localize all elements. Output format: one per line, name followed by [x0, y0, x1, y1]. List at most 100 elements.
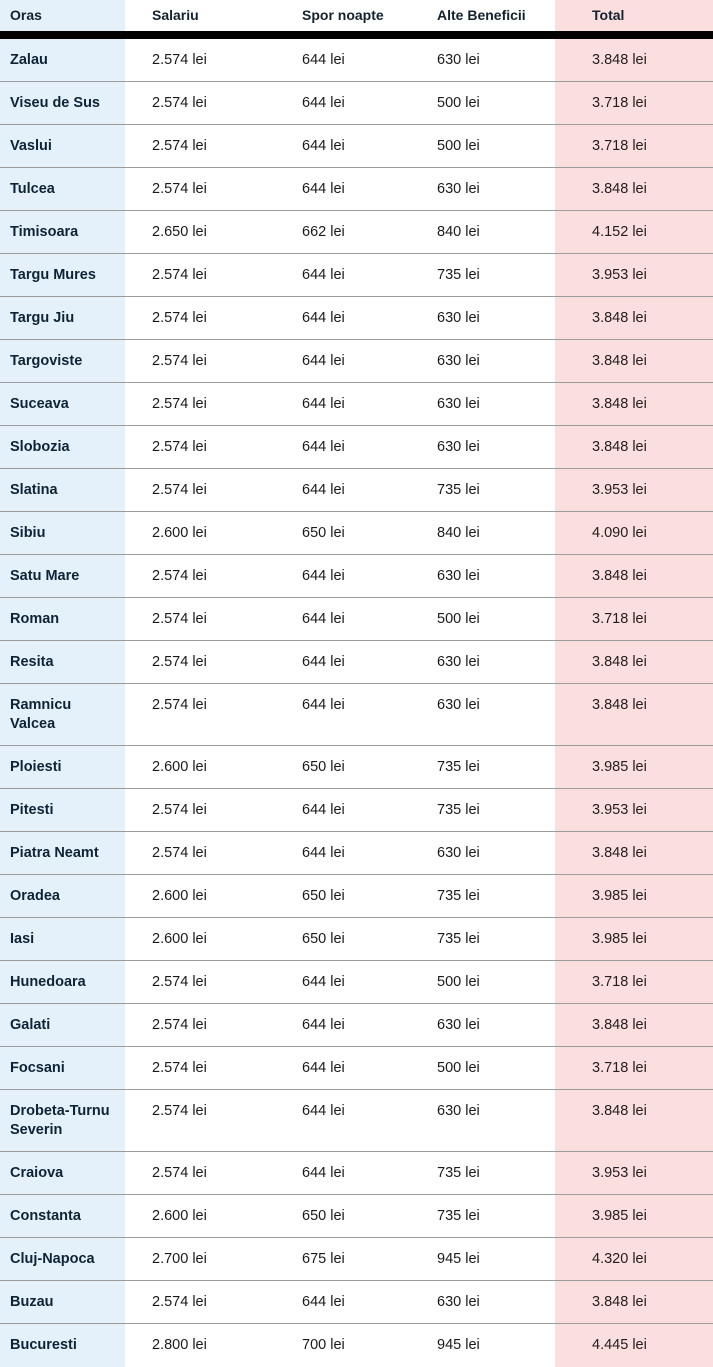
table-row: Ploiesti 2.600 lei 650 lei 735 lei 3.985…	[0, 746, 713, 789]
spor-noapte-cell: 644 lei	[302, 482, 345, 498]
salariu-cell: 2.574 lei	[152, 52, 207, 68]
alte-beneficii-cell: 945 lei	[437, 1337, 480, 1353]
spor-noapte-cell: 644 lei	[302, 267, 345, 283]
total-cell: 3.848 lei	[555, 1004, 713, 1046]
total-cell: 3.718 lei	[555, 598, 713, 640]
total-cell: 3.985 lei	[555, 918, 713, 960]
alte-beneficii-cell: 735 lei	[437, 759, 480, 775]
total-cell: 3.718 lei	[555, 125, 713, 167]
spor-noapte-cell: 650 lei	[302, 525, 345, 541]
spor-noapte-cell: 650 lei	[302, 759, 345, 775]
alte-beneficii-cell: 500 lei	[437, 1060, 480, 1076]
table-row: Constanta 2.600 lei 650 lei 735 lei 3.98…	[0, 1195, 713, 1238]
salariu-cell: 2.574 lei	[152, 1017, 207, 1033]
city-name-cell: Sibiu	[0, 512, 125, 554]
total-cell: 3.848 lei	[555, 641, 713, 683]
spor-noapte-cell: 644 lei	[302, 396, 345, 412]
spor-noapte-cell: 644 lei	[302, 138, 345, 154]
total-cell: 3.848 lei	[555, 340, 713, 382]
salariu-cell: 2.600 lei	[152, 525, 207, 541]
spor-noapte-cell: 644 lei	[302, 1165, 345, 1181]
table-row: Roman 2.574 lei 644 lei 500 lei 3.718 le…	[0, 598, 713, 641]
alte-beneficii-cell: 840 lei	[437, 224, 480, 240]
spor-noapte-cell: 644 lei	[302, 697, 345, 713]
spor-noapte-cell: 644 lei	[302, 1060, 345, 1076]
city-name-cell: Piatra Neamt	[0, 832, 125, 874]
total-cell: 3.848 lei	[555, 555, 713, 597]
total-cell: 3.953 lei	[555, 469, 713, 511]
column-header-salariu: Salariu	[152, 7, 199, 24]
salariu-cell: 2.574 lei	[152, 697, 207, 713]
alte-beneficii-cell: 500 lei	[437, 138, 480, 154]
salariu-cell: 2.574 lei	[152, 611, 207, 627]
spor-noapte-cell: 644 lei	[302, 845, 345, 861]
total-cell: 4.320 lei	[555, 1238, 713, 1280]
table-row: Zalau 2.574 lei 644 lei 630 lei 3.848 le…	[0, 39, 713, 82]
alte-beneficii-cell: 735 lei	[437, 888, 480, 904]
alte-beneficii-cell: 630 lei	[437, 568, 480, 584]
column-header-spor-noapte: Spor noapte	[302, 7, 384, 24]
city-name-cell: Buzau	[0, 1281, 125, 1323]
salariu-cell: 2.574 lei	[152, 181, 207, 197]
salariu-cell: 2.700 lei	[152, 1251, 207, 1267]
salariu-cell: 2.574 lei	[152, 974, 207, 990]
spor-noapte-cell: 644 lei	[302, 439, 345, 455]
total-cell: 3.985 lei	[555, 875, 713, 917]
column-header-alte-beneficii: Alte Beneficii	[437, 7, 526, 24]
spor-noapte-cell: 700 lei	[302, 1337, 345, 1353]
table-row: Buzau 2.574 lei 644 lei 630 lei 3.848 le…	[0, 1281, 713, 1324]
salariu-cell: 2.574 lei	[152, 1103, 207, 1119]
spor-noapte-cell: 644 lei	[302, 310, 345, 326]
city-name-cell: Ramnicu Valcea	[0, 684, 125, 745]
city-name-cell: Focsani	[0, 1047, 125, 1089]
city-name-cell: Timisoara	[0, 211, 125, 253]
table-row: Bucuresti 2.800 lei 700 lei 945 lei 4.44…	[0, 1324, 713, 1367]
table-row: Suceava 2.574 lei 644 lei 630 lei 3.848 …	[0, 383, 713, 426]
city-name-cell: Zalau	[0, 39, 125, 81]
spor-noapte-cell: 644 lei	[302, 1103, 345, 1119]
total-cell: 3.848 lei	[555, 426, 713, 468]
city-name-cell: Targoviste	[0, 340, 125, 382]
spor-noapte-cell: 644 lei	[302, 1294, 345, 1310]
total-cell: 3.718 lei	[555, 961, 713, 1003]
salariu-cell: 2.574 lei	[152, 845, 207, 861]
alte-beneficii-cell: 630 lei	[437, 1017, 480, 1033]
alte-beneficii-cell: 630 lei	[437, 1294, 480, 1310]
spor-noapte-cell: 644 lei	[302, 568, 345, 584]
total-cell: 3.985 lei	[555, 746, 713, 788]
table-row: Sibiu 2.600 lei 650 lei 840 lei 4.090 le…	[0, 512, 713, 555]
city-name-cell: Tulcea	[0, 168, 125, 210]
alte-beneficii-cell: 840 lei	[437, 525, 480, 541]
salariu-cell: 2.574 lei	[152, 310, 207, 326]
total-cell: 3.953 lei	[555, 1152, 713, 1194]
salariu-cell: 2.574 lei	[152, 95, 207, 111]
spor-noapte-cell: 644 lei	[302, 353, 345, 369]
table-row: Iasi 2.600 lei 650 lei 735 lei 3.985 lei	[0, 918, 713, 961]
alte-beneficii-cell: 735 lei	[437, 482, 480, 498]
alte-beneficii-cell: 630 lei	[437, 439, 480, 455]
alte-beneficii-cell: 500 lei	[437, 611, 480, 627]
alte-beneficii-cell: 630 lei	[437, 181, 480, 197]
spor-noapte-cell: 644 lei	[302, 1017, 345, 1033]
alte-beneficii-cell: 630 lei	[437, 654, 480, 670]
salariu-cell: 2.574 lei	[152, 482, 207, 498]
city-name-cell: Oradea	[0, 875, 125, 917]
table-row: Craiova 2.574 lei 644 lei 735 lei 3.953 …	[0, 1152, 713, 1195]
alte-beneficii-cell: 630 lei	[437, 52, 480, 68]
table-header-row: Oras Salariu Spor noapte Alte Beneficii …	[0, 0, 713, 31]
city-name-cell: Cluj-Napoca	[0, 1238, 125, 1280]
salariu-cell: 2.574 lei	[152, 1294, 207, 1310]
table-row: Targu Jiu 2.574 lei 644 lei 630 lei 3.84…	[0, 297, 713, 340]
city-name-cell: Drobeta-Turnu Severin	[0, 1090, 125, 1151]
alte-beneficii-cell: 630 lei	[437, 396, 480, 412]
spor-noapte-cell: 644 lei	[302, 181, 345, 197]
spor-noapte-cell: 675 lei	[302, 1251, 345, 1267]
table-body: Zalau 2.574 lei 644 lei 630 lei 3.848 le…	[0, 39, 713, 1367]
total-cell: 4.445 lei	[555, 1324, 713, 1367]
spor-noapte-cell: 644 lei	[302, 654, 345, 670]
table-row: Pitesti 2.574 lei 644 lei 735 lei 3.953 …	[0, 789, 713, 832]
city-name-cell: Slatina	[0, 469, 125, 511]
table-row: Timisoara 2.650 lei 662 lei 840 lei 4.15…	[0, 211, 713, 254]
city-name-cell: Iasi	[0, 918, 125, 960]
city-name-cell: Resita	[0, 641, 125, 683]
